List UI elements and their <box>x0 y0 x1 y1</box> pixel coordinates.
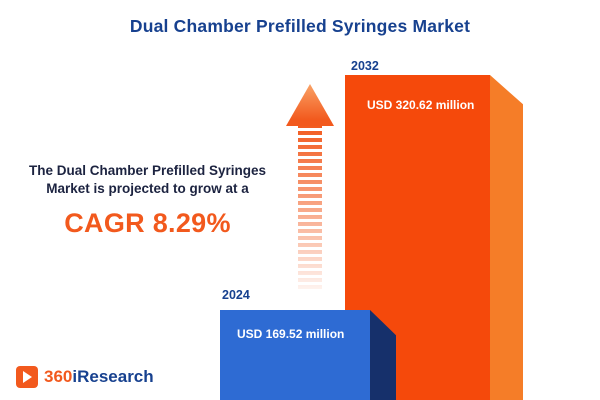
logo-text-iresearch: iResearch <box>72 367 154 386</box>
brand-logo: 360iResearch <box>16 366 154 388</box>
cagr-value: CAGR 8.29% <box>64 208 231 239</box>
bar-2032-side <box>490 75 523 400</box>
page-title: Dual Chamber Prefilled Syringes Market <box>129 16 471 36</box>
annotation-line-2: Market is projected to grow at a <box>46 181 249 197</box>
year-label-2024: 2024 <box>222 288 250 302</box>
bar-2024-front <box>220 310 370 400</box>
value-label-2032: USD 320.62 million <box>367 98 475 112</box>
growth-arrow-dashes <box>298 124 322 290</box>
year-label-2032: 2032 <box>351 59 379 73</box>
chevron-right-icon <box>22 371 32 383</box>
annotation-line-1: The Dual Chamber Prefilled Syringes <box>28 163 267 178</box>
logo-mark-icon <box>16 366 38 388</box>
logo-text-360: 360 <box>44 367 73 386</box>
annotation-block: The Dual Chamber Prefilled Syringes Mark… <box>5 162 290 239</box>
logo-text: 360iResearch <box>44 367 154 387</box>
growth-arrow-icon <box>286 84 334 126</box>
value-label-2024: USD 169.52 million <box>237 327 345 341</box>
